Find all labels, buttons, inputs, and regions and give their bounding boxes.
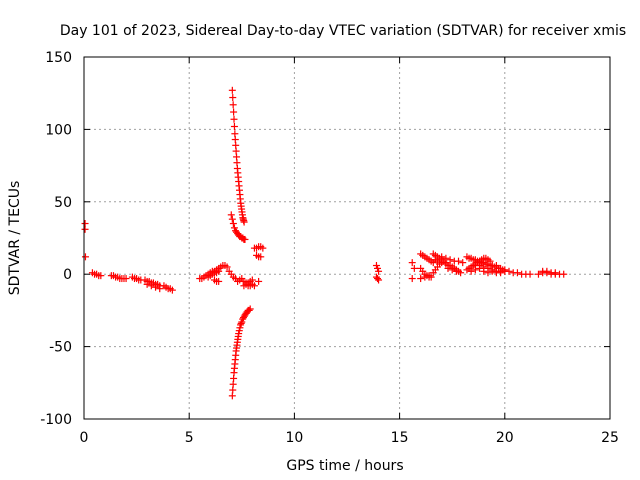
data-point bbox=[442, 254, 450, 262]
grid bbox=[84, 57, 610, 419]
y-tick-label: -100 bbox=[40, 412, 72, 428]
x-tick-label: 10 bbox=[285, 430, 303, 446]
data-point bbox=[152, 283, 160, 291]
data-point bbox=[433, 257, 441, 265]
data-point bbox=[250, 282, 258, 290]
x-axis: 0 5 10 15 20 25 bbox=[80, 57, 619, 446]
data-point bbox=[484, 260, 492, 268]
data-point bbox=[257, 253, 265, 261]
data-point bbox=[230, 123, 238, 131]
data-point bbox=[259, 244, 267, 252]
data-point bbox=[505, 267, 513, 275]
y-tick-label: -50 bbox=[49, 340, 72, 356]
data-point bbox=[438, 253, 446, 261]
data-point bbox=[408, 259, 416, 267]
data-point bbox=[143, 280, 151, 288]
data-point bbox=[534, 270, 542, 278]
y-tick-label: 150 bbox=[45, 50, 72, 66]
y-tick-label: 100 bbox=[45, 122, 72, 138]
data-point bbox=[448, 266, 456, 274]
data-point bbox=[459, 259, 467, 267]
data-point bbox=[375, 276, 383, 284]
data-point bbox=[246, 305, 254, 313]
data-point bbox=[457, 269, 465, 277]
data-point bbox=[375, 267, 383, 275]
data-point bbox=[455, 257, 463, 265]
data-point bbox=[240, 218, 248, 226]
data-point bbox=[417, 275, 425, 283]
data-point bbox=[560, 270, 568, 278]
data-point bbox=[543, 267, 551, 275]
data-point bbox=[421, 273, 429, 281]
data-point bbox=[446, 256, 454, 264]
x-tick-label: 25 bbox=[601, 430, 619, 446]
data-points bbox=[81, 86, 568, 400]
data-point bbox=[551, 270, 559, 278]
plot-frame bbox=[83, 56, 611, 420]
data-point bbox=[223, 263, 231, 271]
chart-title: Day 101 of 2023, Sidereal Day-to-day VTE… bbox=[60, 23, 626, 39]
x-tick-label: 5 bbox=[185, 430, 194, 446]
x-tick-label: 20 bbox=[496, 430, 514, 446]
x-axis-label: GPS time / hours bbox=[286, 458, 403, 474]
data-point bbox=[229, 220, 237, 228]
data-point bbox=[215, 277, 223, 285]
data-point bbox=[484, 269, 492, 277]
data-point bbox=[228, 86, 236, 94]
data-point bbox=[230, 108, 238, 116]
data-point bbox=[497, 269, 505, 277]
data-point bbox=[147, 282, 155, 290]
data-point bbox=[476, 262, 484, 270]
data-point bbox=[526, 270, 534, 278]
data-point bbox=[237, 319, 245, 327]
x-tick-label: 0 bbox=[80, 430, 89, 446]
data-point bbox=[467, 267, 475, 275]
data-point bbox=[168, 286, 176, 294]
data-point bbox=[122, 275, 130, 283]
data-point bbox=[444, 264, 452, 272]
y-tick-label: 50 bbox=[54, 195, 72, 211]
data-point bbox=[229, 94, 237, 102]
x-tick-label: 15 bbox=[391, 430, 409, 446]
data-point bbox=[425, 272, 433, 280]
data-point bbox=[229, 101, 237, 109]
data-point bbox=[245, 306, 253, 314]
data-point bbox=[215, 267, 223, 275]
y-axis: -100 -50 0 50 100 150 bbox=[40, 50, 610, 428]
data-point bbox=[241, 235, 249, 243]
data-point bbox=[410, 264, 418, 272]
data-point bbox=[81, 225, 89, 233]
data-point bbox=[480, 267, 488, 275]
data-point bbox=[81, 253, 89, 261]
data-point bbox=[227, 211, 235, 219]
data-point bbox=[230, 115, 238, 123]
data-point bbox=[374, 275, 382, 283]
data-point bbox=[513, 269, 521, 277]
data-point bbox=[492, 262, 500, 270]
data-point bbox=[452, 267, 460, 275]
y-axis-label: SDTVAR / TECUs bbox=[7, 181, 23, 296]
data-point bbox=[97, 272, 105, 280]
data-point bbox=[156, 285, 164, 293]
data-point bbox=[228, 215, 236, 223]
data-point bbox=[408, 275, 416, 283]
y-tick-label: 0 bbox=[63, 267, 72, 283]
data-point bbox=[255, 277, 263, 285]
data-point bbox=[488, 267, 496, 275]
